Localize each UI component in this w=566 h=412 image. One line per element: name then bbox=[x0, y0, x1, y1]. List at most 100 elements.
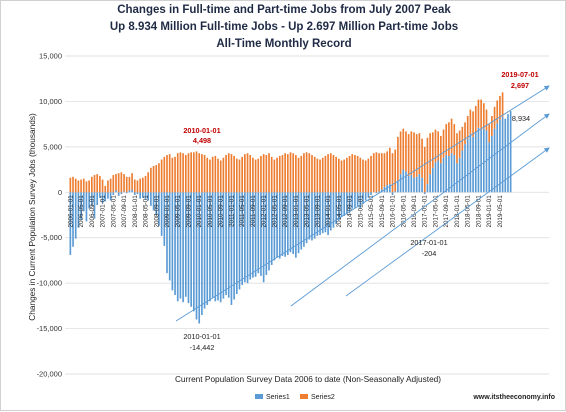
x-tick-label: 2009-09-01 bbox=[185, 195, 192, 228]
bar-series1 bbox=[458, 157, 461, 193]
bar-series2 bbox=[354, 155, 356, 193]
bar-series2 bbox=[254, 159, 257, 193]
bar-series1 bbox=[437, 160, 439, 193]
y-tick-label: -15,000 bbox=[37, 324, 62, 333]
bar-series1 bbox=[117, 192, 120, 196]
bar-series1 bbox=[499, 119, 501, 193]
bar-series1 bbox=[399, 174, 402, 193]
y-axis-label: Changes in Current Population Survey Job… bbox=[27, 113, 37, 321]
bar-series1 bbox=[493, 128, 496, 193]
bar-series2 bbox=[370, 155, 372, 193]
x-tick-label: 2008-09-01 bbox=[153, 195, 160, 228]
bar-series2 bbox=[117, 173, 120, 193]
bar-series1 bbox=[351, 192, 354, 209]
bar-series1 bbox=[469, 134, 472, 193]
bar-series2 bbox=[278, 155, 281, 193]
x-tick-label: 2017-05-01 bbox=[432, 195, 439, 228]
bar-series1 bbox=[90, 192, 93, 206]
bar-series1 bbox=[286, 192, 289, 255]
annotation-2017-date: 2017-01-01 bbox=[410, 238, 447, 247]
bar-series1 bbox=[142, 192, 144, 198]
x-tick-label: 2012-05-01 bbox=[271, 195, 278, 228]
bar-series2 bbox=[268, 153, 270, 193]
bar-series2 bbox=[270, 156, 273, 193]
x-tick-label: 2016-01-01 bbox=[390, 195, 397, 228]
bar-series1 bbox=[187, 192, 190, 304]
y-tick-label: -10,000 bbox=[37, 279, 62, 288]
annotation-2019-date: 2019-07-01 bbox=[501, 70, 538, 79]
bar-series2 bbox=[466, 115, 469, 139]
bar-series1 bbox=[394, 191, 397, 193]
bar-series2 bbox=[112, 175, 115, 193]
bar-series2 bbox=[107, 180, 109, 193]
x-tick-label: 2012-01-01 bbox=[261, 195, 268, 228]
bar-series2 bbox=[327, 154, 329, 193]
bar-series1 bbox=[504, 118, 507, 193]
bar-series2 bbox=[440, 135, 442, 164]
bar-series1 bbox=[176, 192, 179, 302]
bar-series2 bbox=[209, 159, 211, 193]
bar-series1 bbox=[217, 192, 219, 301]
bar-series2 bbox=[217, 158, 219, 193]
bar-series2 bbox=[184, 155, 187, 193]
bar-series2 bbox=[179, 152, 182, 193]
bar-series2 bbox=[429, 133, 431, 175]
bar-series2 bbox=[477, 99, 480, 128]
bar-series1 bbox=[238, 192, 241, 290]
bar-series1 bbox=[203, 192, 206, 309]
bar-series2 bbox=[214, 155, 217, 193]
bar-series2 bbox=[72, 176, 74, 193]
bar-series1 bbox=[281, 192, 284, 256]
bar-series2 bbox=[359, 157, 362, 193]
bar-series2 bbox=[399, 131, 402, 175]
bar-series2 bbox=[257, 158, 260, 193]
trend-arrow bbox=[290, 113, 550, 307]
trend-arrows bbox=[175, 85, 550, 322]
bar-series2 bbox=[329, 153, 332, 193]
bar-series2 bbox=[273, 159, 276, 193]
bar-series2 bbox=[276, 157, 278, 193]
bar-series2 bbox=[136, 180, 139, 193]
x-tick-label: 2018-01-01 bbox=[454, 195, 461, 228]
bar-series2 bbox=[120, 172, 123, 193]
bar-series2 bbox=[249, 155, 252, 193]
bar-series1 bbox=[168, 192, 171, 281]
bar-series1 bbox=[144, 192, 147, 200]
bar-series2 bbox=[233, 155, 235, 193]
bar-series1 bbox=[252, 192, 254, 278]
x-tick-label: 2013-01-01 bbox=[293, 195, 300, 228]
bar-series1 bbox=[276, 192, 278, 258]
bar-series2 bbox=[163, 156, 166, 193]
bar-series1 bbox=[431, 167, 434, 193]
x-tick-label: 2013-05-01 bbox=[304, 195, 311, 228]
bar-series1 bbox=[485, 130, 488, 193]
bar-series2 bbox=[485, 109, 488, 131]
bar-series2 bbox=[337, 158, 340, 193]
bar-series2 bbox=[488, 124, 491, 143]
bar-series1 bbox=[195, 192, 198, 320]
bar-series1 bbox=[160, 192, 163, 236]
x-tick-label: 2009-05-01 bbox=[175, 195, 182, 228]
x-tick-label: 2007-09-01 bbox=[121, 195, 128, 228]
bar-series1 bbox=[402, 169, 405, 193]
bar-series1 bbox=[477, 127, 480, 193]
bar-series2 bbox=[152, 165, 155, 193]
bar-series2 bbox=[182, 153, 184, 193]
bar-series1 bbox=[150, 192, 152, 206]
bar-series2 bbox=[335, 156, 337, 193]
x-tick-label: 2006-01-01 bbox=[67, 195, 74, 228]
bar-series2 bbox=[378, 153, 380, 192]
bar-series1 bbox=[501, 116, 504, 193]
x-tick-label: 2015-01-01 bbox=[357, 195, 364, 228]
x-tick-label: 2018-05-01 bbox=[465, 195, 472, 228]
bar-series2 bbox=[456, 133, 458, 164]
bar-series1 bbox=[303, 192, 305, 247]
bar-series2 bbox=[321, 157, 324, 193]
x-tick-label: 2019-05-01 bbox=[497, 195, 504, 228]
bar-series2 bbox=[201, 154, 203, 193]
bar-series1 bbox=[101, 192, 104, 204]
bar-series1 bbox=[375, 192, 378, 194]
bar-series2 bbox=[474, 105, 477, 133]
legend: Series1 Series2 bbox=[255, 394, 335, 401]
